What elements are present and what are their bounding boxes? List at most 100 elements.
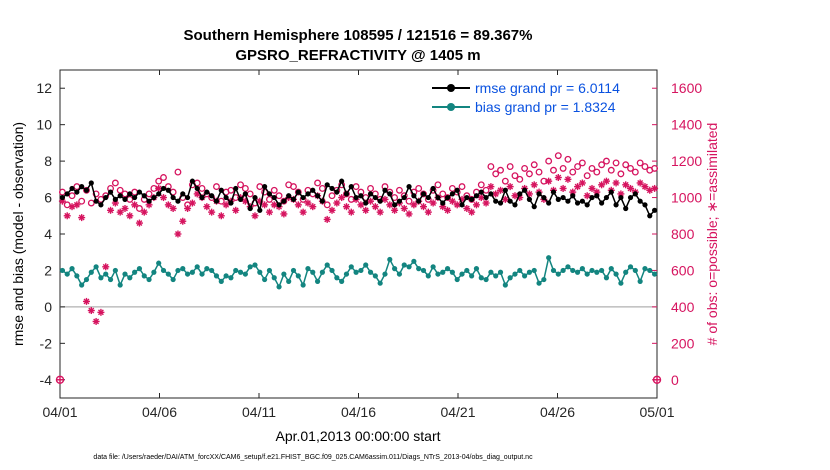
rmse-point	[64, 191, 70, 197]
rmse-point	[416, 198, 422, 204]
assimilated-obs-point	[338, 194, 346, 202]
rmse-point	[93, 198, 99, 204]
rmse-point	[343, 191, 350, 197]
rmse-point	[319, 198, 325, 204]
left-y-tick-label: 4	[44, 226, 52, 242]
rmse-point	[574, 200, 581, 206]
possible-obs-point	[439, 190, 447, 198]
rmse-point	[363, 200, 369, 206]
possible-obs-point	[530, 161, 538, 169]
bias-point	[79, 282, 85, 288]
right-y-tick-label: 1200	[671, 153, 702, 169]
bias-point	[377, 280, 383, 286]
rmse-point	[252, 194, 258, 201]
bias-point	[570, 267, 576, 274]
bias-point	[271, 275, 277, 281]
bias-point	[348, 264, 354, 270]
rmse-point	[223, 194, 229, 201]
bias-point	[637, 278, 643, 284]
possible-obs-point	[559, 164, 567, 172]
possible-obs-point	[641, 163, 649, 171]
possible-obs-point	[564, 155, 572, 163]
assimilated-obs-point	[588, 184, 596, 192]
possible-obs-point	[593, 168, 601, 176]
bias-point	[584, 271, 590, 277]
bias-point	[233, 267, 239, 274]
possible-obs-point	[612, 159, 620, 167]
bias-point	[295, 273, 301, 279]
possible-obs-point	[492, 170, 500, 178]
possible-obs-point	[213, 183, 220, 191]
bias-point	[488, 269, 494, 275]
bias-point	[74, 273, 80, 279]
rmse-point	[262, 184, 268, 190]
possible-obs-point	[598, 161, 606, 169]
bias-point	[69, 266, 75, 272]
bias-point	[546, 255, 552, 261]
assimilated-obs-point	[121, 204, 129, 212]
bias-point	[213, 273, 220, 279]
rmse-point	[276, 202, 282, 208]
bias-point	[310, 269, 316, 275]
rmse-point	[103, 194, 109, 201]
bias-point	[339, 278, 345, 284]
assimilated-obs-point	[583, 192, 591, 200]
rmse-point	[512, 202, 518, 208]
possible-obs-point	[651, 164, 659, 172]
assimilated-obs-point	[169, 204, 177, 212]
assimilated-obs-point	[193, 190, 201, 198]
assimilated-obs-point	[419, 203, 427, 211]
rmse-point	[435, 194, 441, 201]
left-y-tick-label: -2	[40, 335, 53, 351]
possible-obs-point	[545, 157, 553, 165]
assimilated-obs-point	[636, 179, 644, 187]
assimilated-obs-point	[622, 181, 630, 189]
assimilated-obs-point	[405, 210, 413, 218]
bias-point	[599, 267, 605, 274]
rmse-point	[132, 194, 138, 201]
rmse-point	[488, 191, 494, 197]
rmse-point	[647, 213, 653, 219]
possible-obs-point	[237, 181, 244, 189]
bias-point	[483, 276, 489, 283]
assimilated-obs-point	[126, 212, 134, 220]
left-y-tick-label: 6	[44, 190, 52, 206]
rmse-point	[541, 194, 547, 201]
bias-point	[627, 264, 634, 270]
possible-obs-point	[367, 184, 374, 192]
assimilated-obs-point	[367, 197, 375, 205]
possible-obs-point	[280, 197, 288, 205]
bias-point	[300, 282, 306, 288]
rmse-point	[59, 194, 66, 201]
possible-obs-point	[160, 174, 167, 181]
rmse-point	[623, 205, 629, 212]
possible-obs-point	[415, 184, 423, 192]
bias-point	[406, 264, 412, 270]
rmse-point	[314, 193, 321, 199]
possible-obs-point	[487, 163, 495, 171]
left-y-tick-label: 0	[44, 299, 52, 315]
rmse-point	[392, 202, 398, 208]
assimilated-obs-point	[376, 208, 384, 216]
x-tick-label: 04/11	[242, 404, 276, 420]
bias-point	[372, 273, 378, 279]
assimilated-obs-point	[164, 201, 172, 209]
bias-point	[160, 267, 167, 274]
bias-point	[526, 269, 533, 275]
x-tick-label: 04/16	[341, 404, 376, 420]
possible-obs-point	[501, 177, 509, 185]
assimilated-obs-point	[184, 204, 192, 212]
possible-obs-point	[241, 184, 249, 192]
bias-point	[324, 262, 330, 268]
assimilated-obs-point	[140, 208, 148, 216]
rmse-point	[189, 178, 195, 184]
assimilated-obs-point	[203, 203, 211, 211]
bias-point	[170, 276, 176, 283]
assimilated-obs-point	[73, 201, 81, 209]
rmse-point	[170, 194, 176, 201]
bias-point	[218, 278, 224, 284]
right-y-tick-label: 0	[671, 372, 679, 388]
possible-obs-point	[318, 184, 326, 192]
rmse-point	[184, 194, 191, 201]
assimilated-obs-point	[222, 201, 230, 209]
